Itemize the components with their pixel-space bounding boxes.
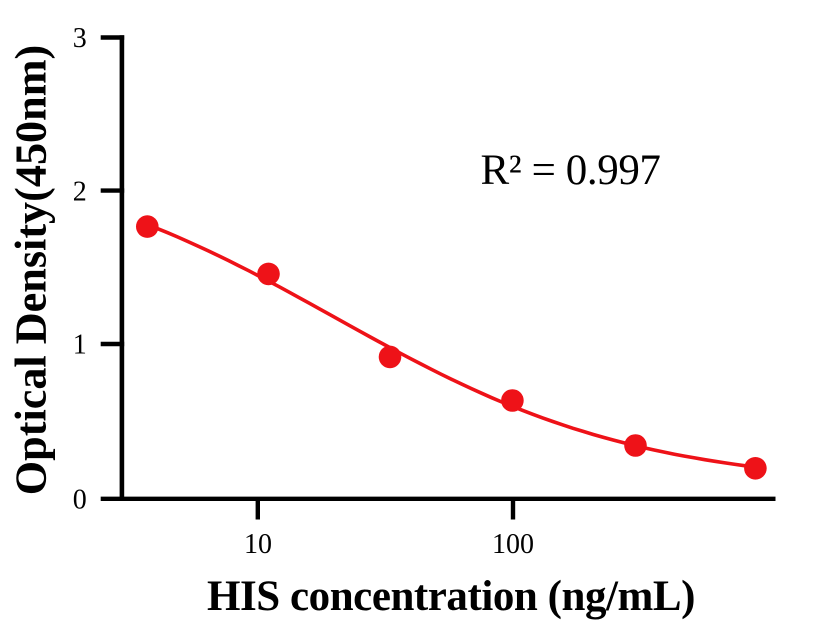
svg-text:3: 3 [73,23,87,54]
svg-text:0: 0 [73,485,87,516]
svg-text:2: 2 [73,176,87,207]
svg-text:Optical Density(450nm): Optical Density(450nm) [7,45,56,495]
svg-text:10: 10 [244,529,272,560]
svg-text:R² = 0.997: R² = 0.997 [480,147,660,194]
svg-text:HIS concentration (ng/mL): HIS concentration (ng/mL) [207,573,695,620]
svg-text:100: 100 [492,529,534,560]
svg-text:1: 1 [73,330,87,361]
